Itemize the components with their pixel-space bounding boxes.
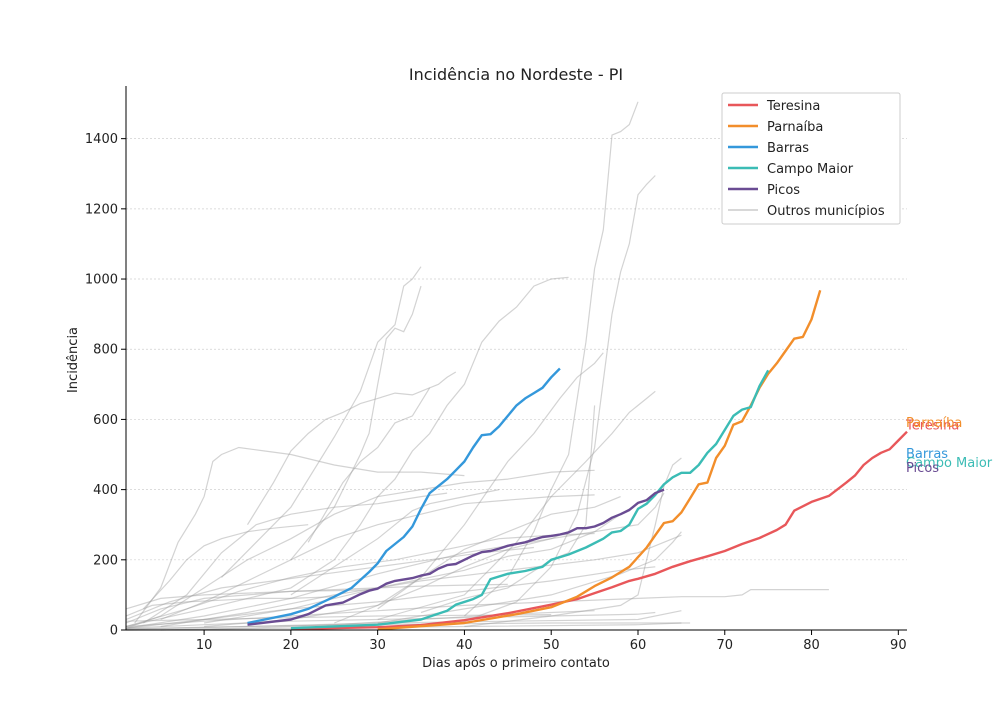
other-municipality-line-21	[464, 457, 682, 628]
end-label-barras: Barras	[906, 447, 948, 462]
legend-label-picos: Picos	[767, 183, 800, 198]
series-line-parna-ba	[377, 289, 822, 631]
other-municipality-line-5	[246, 387, 430, 526]
other-municipality-line-23	[420, 405, 596, 614]
y-tick-label-600: 600	[93, 413, 118, 428]
y-tick-label-1400: 1400	[85, 132, 118, 147]
y-tick-label-200: 200	[93, 553, 118, 568]
x-tick-label-80: 80	[803, 638, 820, 653]
other-municipality-line-24	[125, 583, 508, 624]
other-municipality-line-3	[290, 285, 422, 561]
other-municipalities-lines	[125, 101, 829, 631]
other-municipality-line-18	[160, 534, 682, 628]
series-line-teresina	[290, 430, 908, 631]
other-municipality-line-20	[377, 531, 682, 624]
x-tick-label-50: 50	[543, 638, 560, 653]
series-line-campo-maior	[290, 369, 770, 630]
y-tick-label-1000: 1000	[85, 273, 118, 288]
x-tick-label-20: 20	[283, 638, 300, 653]
y-tick-label-1200: 1200	[85, 202, 118, 217]
other-municipality-line-2	[221, 266, 422, 578]
end-label-picos: Picos	[906, 461, 939, 476]
other-municipality-line-22	[290, 489, 500, 596]
other-municipality-line-19	[125, 566, 656, 629]
other-municipality-line-15	[204, 503, 639, 624]
other-municipality-line-4	[307, 371, 457, 543]
y-tick-label-800: 800	[93, 343, 118, 358]
y-tick-label-0: 0	[110, 624, 118, 639]
other-municipality-line-32	[125, 596, 335, 617]
series-line-barras	[247, 367, 561, 625]
x-tick-label-70: 70	[716, 638, 733, 653]
x-tick-label-10: 10	[196, 638, 213, 653]
legend-label-teresina: Teresina	[766, 99, 820, 114]
highlighted-series	[247, 289, 908, 631]
end-label-teresina: Teresina	[905, 419, 959, 434]
other-municipality-line-7	[464, 175, 656, 622]
other-municipality-line-6	[464, 101, 639, 617]
other-municipality-line-9	[377, 390, 656, 621]
legend-label-outros-munic-pios: Outros municípios	[767, 204, 885, 219]
y-axis-label: Incidência	[66, 327, 81, 393]
x-tick-label-40: 40	[456, 638, 473, 653]
other-municipality-line-33	[125, 622, 682, 631]
other-municipality-line-8	[377, 352, 604, 610]
other-municipality-line-35	[334, 496, 621, 624]
chart-title: Incidência no Nordeste - PI	[409, 65, 623, 84]
legend: Teresina Parnaíba Barras Campo Maior Picos Ou…	[721, 92, 901, 225]
axes: 10 20 30 40 50 60 70 80 90 0 200 400 600 800 1000 1200 1…	[85, 86, 907, 653]
other-municipality-line-12	[143, 492, 448, 624]
other-municipality-line-34	[204, 527, 578, 628]
legend-label-barras: Barras	[767, 141, 809, 156]
y-tick-label-400: 400	[93, 483, 118, 498]
other-municipality-line-16	[125, 532, 595, 628]
other-municipality-line-1	[125, 276, 569, 628]
other-municipality-line-26	[125, 589, 378, 610]
other-municipality-line-13	[160, 494, 595, 621]
legend-label-parna-ba: Parnaíba	[767, 120, 823, 135]
other-municipality-line-11	[125, 469, 595, 629]
other-municipality-line-17	[125, 546, 534, 621]
end-label-campo-maior: Campo Maior	[906, 456, 993, 471]
other-municipality-line-29	[125, 614, 552, 622]
x-axis-label: Dias após o primeiro contato	[422, 656, 610, 671]
x-tick-label-90: 90	[890, 638, 907, 653]
other-municipality-line-36	[142, 524, 309, 610]
other-municipality-line-14	[125, 492, 665, 629]
x-tick-label-30: 30	[369, 638, 386, 653]
series-line-picos	[247, 488, 665, 626]
end-label-parna-ba: Parnaíba	[906, 416, 962, 431]
legend-box	[721, 92, 901, 225]
other-municipality-line-10	[134, 446, 465, 624]
x-tick-label-60: 60	[630, 638, 647, 653]
legend-label-campo-maior: Campo Maior	[767, 162, 854, 177]
